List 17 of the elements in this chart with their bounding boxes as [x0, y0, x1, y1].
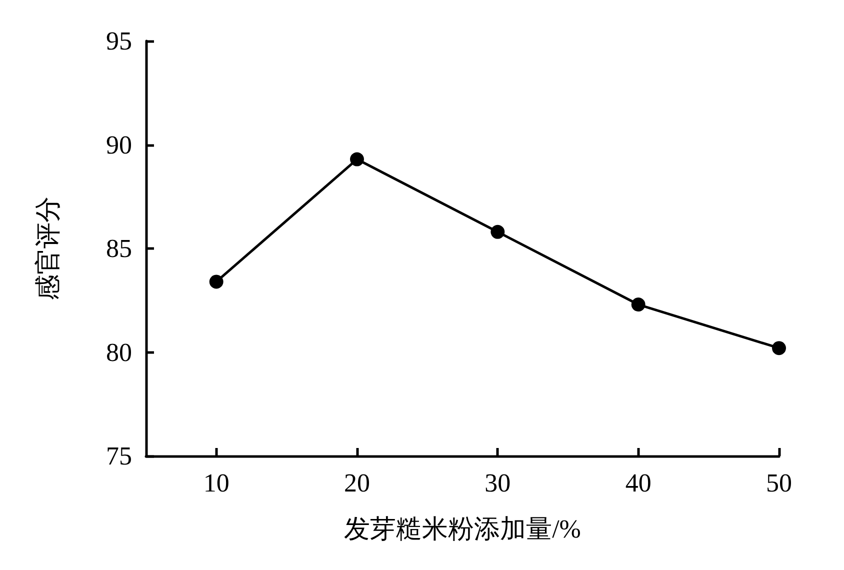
y-tick-label: 75 [106, 442, 132, 470]
x-tick-label: 30 [484, 468, 511, 498]
point [772, 341, 786, 356]
point [209, 274, 224, 289]
x-tick-label: 50 [766, 468, 792, 498]
point [631, 298, 646, 312]
point [490, 224, 505, 239]
x-axis-title: 发芽糙米粉添加量/% [344, 514, 581, 544]
y-tick-label: 80 [106, 338, 132, 367]
x-tick-label: 20 [344, 468, 370, 498]
y-tick-label: 85 [106, 234, 132, 263]
x-tick-label: 10 [203, 468, 230, 498]
point [350, 152, 364, 166]
y-tick-label: 90 [106, 130, 132, 160]
y-tick-label: 95 [106, 26, 132, 56]
y-axis-title: 感官评分 [34, 196, 62, 300]
x-tick-label: 40 [625, 468, 652, 498]
